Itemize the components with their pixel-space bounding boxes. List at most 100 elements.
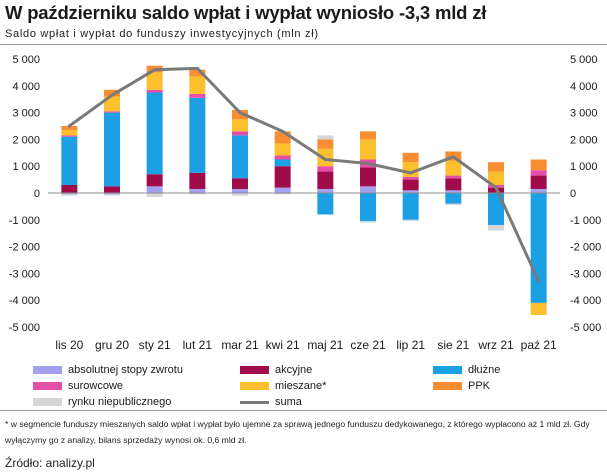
y-tick-label-right: 4 000 bbox=[570, 81, 598, 93]
x-tick-label: sie 21 bbox=[437, 338, 469, 352]
y-tick-label-left: -5 000 bbox=[9, 322, 40, 334]
bar-segment-dluzne bbox=[189, 97, 206, 173]
bar-segment-rynku bbox=[189, 193, 206, 195]
legend-swatch-rynku bbox=[33, 398, 62, 406]
legend-label-absolutnej: absolutnej stopy zwrotu bbox=[68, 364, 183, 376]
x-tick-label: paź 21 bbox=[521, 338, 557, 352]
bar-segment-surowcowe bbox=[232, 131, 248, 136]
legend-item-ppk: PPK bbox=[433, 380, 490, 392]
legend-label-surowcowe: surowcowe bbox=[68, 380, 124, 392]
x-tick-label: wrz 21 bbox=[477, 338, 514, 352]
bar-segment-absolutnej bbox=[232, 188, 248, 193]
sum-point bbox=[195, 66, 199, 70]
bar-segment-surowcowe bbox=[274, 155, 291, 160]
y-tick-label-left: 1 000 bbox=[12, 161, 40, 173]
bar-segment-absolutnej bbox=[61, 193, 78, 195]
bar-segment-absolutnej bbox=[189, 188, 206, 193]
legend-swatch-dluzne bbox=[433, 366, 462, 374]
bar-segment-surowcowe bbox=[530, 170, 547, 176]
y-tick-label-right: 2 000 bbox=[570, 134, 598, 146]
bar-segment-ppk bbox=[274, 131, 291, 144]
bar-segment-absolutnej bbox=[445, 190, 462, 193]
legend-item-absolutnej: absolutnej stopy zwrotu bbox=[33, 364, 183, 376]
x-tick-label: sty 21 bbox=[139, 338, 171, 352]
y-tick-label-left: 5 000 bbox=[12, 54, 40, 66]
bar-segment-surowcowe bbox=[402, 176, 419, 180]
bar-segment-mieszane bbox=[360, 139, 376, 160]
y-tick-label-right: -3 000 bbox=[570, 268, 601, 280]
sum-point bbox=[110, 93, 114, 97]
sum-point bbox=[451, 155, 455, 159]
legend-label-dluzne: dłużne bbox=[468, 364, 501, 376]
y-tick-label-left: -4 000 bbox=[9, 295, 40, 307]
legend-label-ppk: PPK bbox=[468, 380, 491, 392]
legend-item-dluzne: dłużne bbox=[433, 364, 500, 376]
x-tick-label: kwi 21 bbox=[266, 338, 300, 352]
chart-legend: absolutnej stopy zwrotu akcyjne dłużne suro… bbox=[0, 360, 607, 410]
legend-label-rynku: rynku niepublicznego bbox=[68, 396, 172, 408]
bar-segment-absolutnej bbox=[146, 186, 163, 193]
bar-segment-mieszane bbox=[146, 72, 163, 90]
bar-segment-ppk bbox=[530, 159, 547, 171]
legend-swatch-ppk bbox=[433, 382, 462, 390]
bar-segment-absolutnej bbox=[530, 188, 547, 193]
sum-point bbox=[323, 158, 327, 161]
legend-item-surowcowe: surowcowe bbox=[33, 380, 123, 392]
bar-segment-absolutnej bbox=[402, 190, 419, 193]
bar-segment-ppk bbox=[317, 139, 334, 149]
footnote-divider bbox=[0, 410, 607, 411]
y-tick-label-left: 0 bbox=[34, 188, 40, 200]
sum-point bbox=[494, 186, 498, 190]
legend-item-rynku: rynku niepublicznego bbox=[33, 396, 171, 408]
y-tick-label-right: -2 000 bbox=[570, 242, 601, 254]
sum-point bbox=[67, 124, 71, 128]
y-tick-label-right: 5 000 bbox=[570, 54, 598, 66]
bar-segment-surowcowe bbox=[445, 175, 462, 179]
bar-segment-ppk bbox=[402, 152, 419, 163]
footnote: * w segmencie funduszy mieszanych saldo … bbox=[5, 419, 590, 445]
x-tick-label: lip 21 bbox=[396, 338, 425, 352]
bar-segment-dluzne bbox=[61, 136, 78, 185]
legend-swatch-surowcowe bbox=[33, 382, 62, 390]
bar-segment-mieszane bbox=[445, 160, 462, 176]
legend-swatch-suma bbox=[240, 400, 269, 404]
bar-segment-surowcowe bbox=[61, 135, 78, 137]
bar-segment-ppk bbox=[104, 89, 120, 97]
bar-segment-ppk bbox=[360, 131, 376, 140]
x-tick-label: lis 20 bbox=[55, 338, 83, 352]
bar-segment-dluzne bbox=[402, 193, 419, 220]
bar-segment-dluzne bbox=[104, 112, 120, 187]
bar-segment-rynku bbox=[445, 203, 462, 206]
bar-segment-akcyjne bbox=[360, 167, 376, 187]
bar-segment-dluzne bbox=[360, 193, 376, 222]
y-tick-label-right: -5 000 bbox=[570, 322, 601, 334]
bar-segment-rynku bbox=[317, 135, 334, 140]
legend-label-suma: suma bbox=[275, 396, 302, 408]
bar-segment-rynku bbox=[402, 219, 419, 222]
bar-segment-rynku bbox=[104, 194, 120, 196]
bar-segment-surowcowe bbox=[146, 89, 163, 93]
bar-segment-dluzne bbox=[232, 135, 248, 179]
x-tick-label: mar 21 bbox=[221, 338, 259, 352]
sum-line bbox=[68, 66, 541, 283]
bar-segment-mieszane bbox=[274, 143, 291, 156]
bar-segment-dluzne bbox=[488, 193, 504, 226]
y-tick-label-left: 4 000 bbox=[12, 81, 40, 93]
bar-segment-dluzne bbox=[317, 193, 334, 215]
bar-segment-dluzne bbox=[530, 193, 547, 303]
bar-line-chart: -5 000 -5 000 -4 000 -4 000 -3 000 -3 000 -2 0… bbox=[9, 54, 601, 352]
bar-segment-akcyjne bbox=[146, 174, 163, 187]
chart-title: W październiku saldo wpłat i wypłat wyni… bbox=[5, 2, 487, 23]
bar-segment-ppk bbox=[488, 162, 504, 172]
y-tick-label-right: 0 bbox=[570, 188, 576, 200]
legend-swatch-akcyjne bbox=[240, 366, 269, 374]
bar-segment-rynku bbox=[488, 225, 504, 231]
y-tick-label-left: -2 000 bbox=[9, 242, 40, 254]
bar-segment-akcyjne bbox=[317, 171, 334, 189]
y-tick-label-left: -3 000 bbox=[9, 268, 40, 280]
bar-segment-dluzne bbox=[445, 193, 462, 204]
bar-segment-absolutnej bbox=[274, 187, 291, 193]
chart-subtitle: Saldo wpłat i wypłat do funduszy inwesty… bbox=[5, 28, 319, 40]
source-label: Źródło: analizy.pl bbox=[5, 456, 95, 470]
bar-segment-dluzne bbox=[274, 159, 291, 167]
